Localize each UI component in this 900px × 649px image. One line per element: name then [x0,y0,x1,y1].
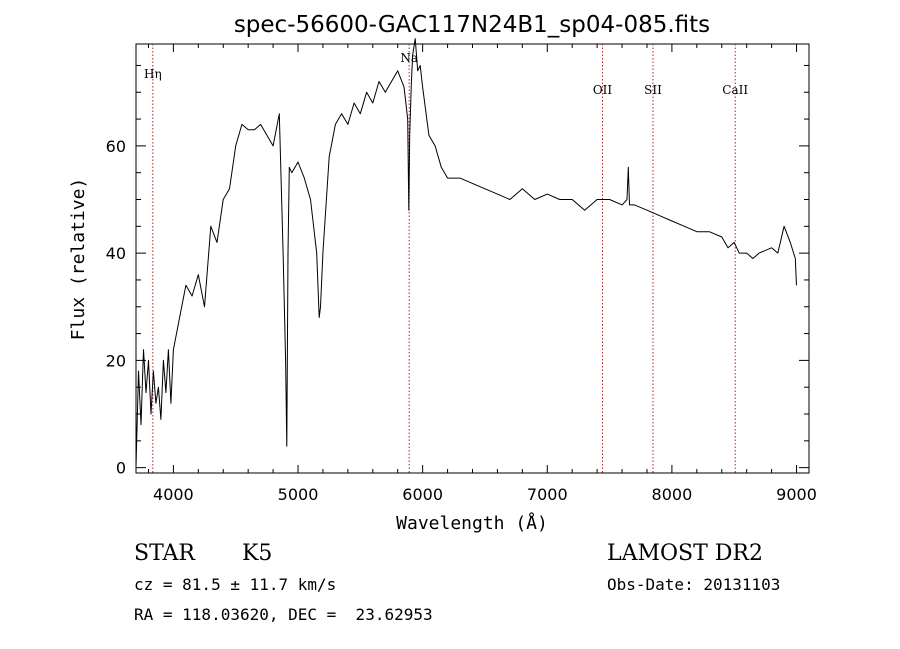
x-tick-label-0: 4000 [153,485,194,504]
x-tick-label-2: 6000 [402,485,443,504]
spectrum-line-0 [135,38,797,468]
coords-text: RA = 118.03620, DEC = 23.62953 [134,605,433,624]
axes: 4000 5000 6000 7000 8000 9000 0 20 40 60 [106,44,817,504]
plot-frame [135,43,810,474]
object-subclass: K5 [242,541,272,566]
object-class: STAR [134,541,196,566]
marker-label-4: CaII [722,83,748,97]
y-axis-label: Flux (relative) [68,178,89,341]
x-tick-label-4: 8000 [652,485,693,504]
y-tick-label-0: 0 [116,459,126,478]
y-tick-label-2: 40 [106,244,126,263]
redshift-text: cz = 81.5 ± 11.7 km/s [134,575,336,594]
series-group [135,38,797,468]
marker-label-1: Na [400,51,418,65]
x-axis-label: Wavelength (Å) [396,512,548,534]
y-tick-label-3: 60 [106,137,126,156]
x-tick-label-5: 9000 [776,485,817,504]
x-tick-label-1: 5000 [278,485,319,504]
marker-label-2: OII [593,83,613,97]
obs-date: Obs-Date: 20131103 [607,575,780,594]
spectral-line-markers: Hη Na OII SII CaII [144,44,748,473]
survey-name: LAMOST DR2 [607,541,763,566]
x-tick-label-3: 7000 [527,485,568,504]
chart-title: spec-56600-GAC117N24B1_sp04-085.fits [234,12,710,38]
marker-label-0: Hη [144,67,162,81]
y-tick-label-1: 20 [106,351,126,370]
marker-label-3: SII [644,83,662,97]
